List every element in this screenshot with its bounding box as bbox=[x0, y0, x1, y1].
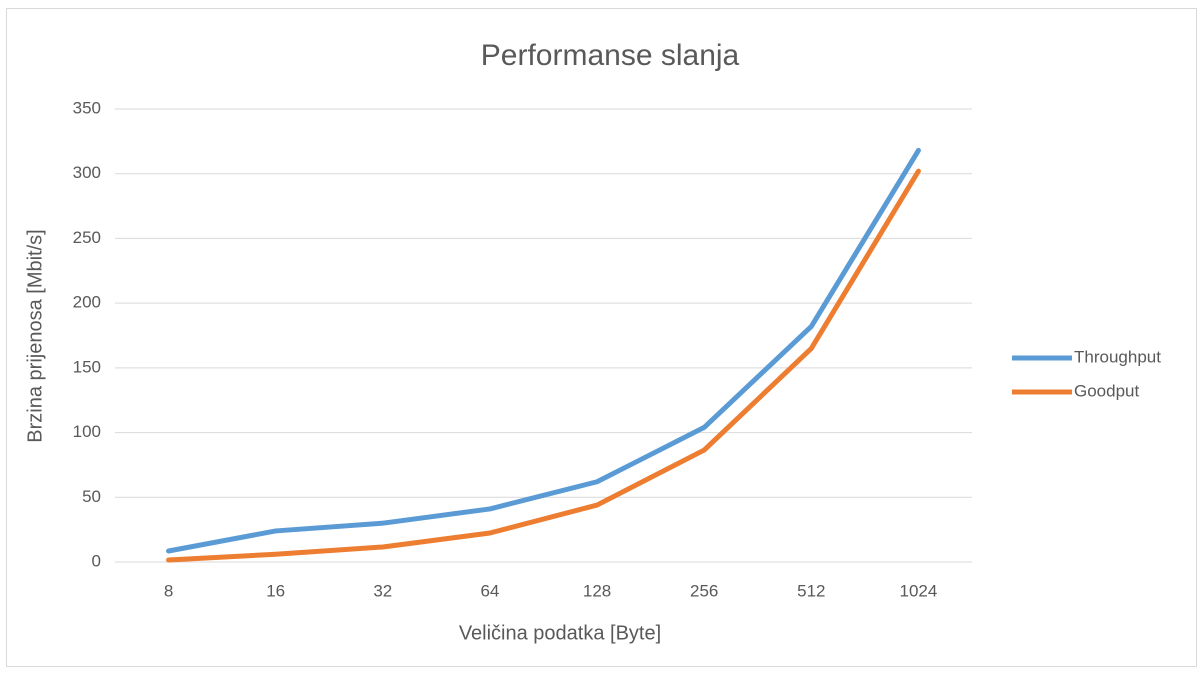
x-tick-label: 512 bbox=[797, 581, 825, 600]
line-series bbox=[166, 168, 921, 563]
line-series bbox=[166, 147, 921, 554]
y-axis-label: Brzina prijenosa [Mbit/s] bbox=[24, 229, 46, 442]
x-tick-label: 64 bbox=[480, 581, 499, 600]
x-tick-label: 8 bbox=[164, 581, 173, 600]
y-tick-label: 0 bbox=[92, 551, 101, 570]
chart-border bbox=[6, 8, 1197, 667]
y-tick-label: 150 bbox=[73, 357, 101, 376]
legend-label: Throughput bbox=[1074, 347, 1161, 366]
x-tick-label: 32 bbox=[373, 581, 392, 600]
y-tick-label: 100 bbox=[73, 422, 101, 441]
x-tick-label: 128 bbox=[583, 581, 611, 600]
legend-label: Goodput bbox=[1074, 381, 1139, 400]
y-tick-label: 50 bbox=[82, 487, 101, 506]
x-tick-label: 256 bbox=[690, 581, 718, 600]
chart-title: Performanse slanja bbox=[481, 39, 740, 72]
y-tick-label: 250 bbox=[73, 228, 101, 247]
y-tick-label: 350 bbox=[73, 98, 101, 117]
y-tick-label: 200 bbox=[73, 293, 101, 312]
y-tick-label: 300 bbox=[73, 163, 101, 182]
x-tick-label: 16 bbox=[266, 581, 285, 600]
x-axis-label: Veličina podatka [Byte] bbox=[459, 622, 661, 644]
x-tick-label: 1024 bbox=[900, 581, 938, 600]
